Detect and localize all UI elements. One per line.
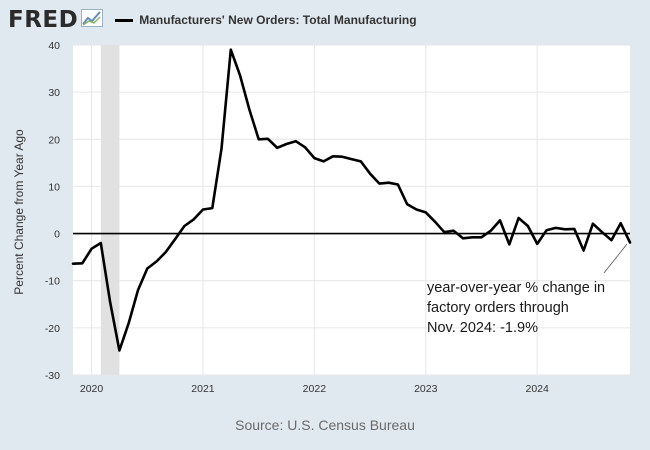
- annotation-text: year-over-year % change in factory order…: [427, 280, 609, 336]
- annotation-line-2: factory orders through: [427, 300, 569, 316]
- y-tick-label: 10: [48, 181, 60, 193]
- annotation-line-3: Nov. 2024: -1.9%: [427, 320, 538, 336]
- x-tick-label: 2021: [191, 383, 215, 395]
- annotation-pointer: [603, 243, 628, 274]
- chart-header: FRED Manufacturers' New Orders: Total Ma…: [8, 6, 417, 34]
- series-legend: Manufacturers' New Orders: Total Manufac…: [115, 13, 417, 27]
- legend-line-swatch: [115, 18, 134, 22]
- series-line: [71, 48, 632, 352]
- fred-logo-text: FRED: [8, 7, 79, 33]
- recession-shading: [100, 45, 120, 375]
- y-axis-title: Percent Change from Year Ago: [12, 129, 26, 295]
- annotation-line-1: year-over-year % change in: [427, 280, 605, 296]
- source-note: Source: U.S. Census Bureau: [235, 417, 415, 433]
- y-tick-label: -30: [45, 370, 60, 382]
- y-tick-label: -20: [45, 323, 60, 335]
- x-tick-label: 2023: [414, 383, 438, 395]
- x-tick-label: 2022: [303, 383, 327, 395]
- x-tick-label: 2024: [525, 383, 549, 395]
- x-tick-label: 2020: [80, 383, 104, 395]
- y-tick-label: -10: [45, 276, 60, 288]
- fred-logo[interactable]: FRED: [8, 7, 104, 33]
- gridlines: [73, 44, 630, 376]
- plot-area: [73, 45, 630, 375]
- series-layer: [71, 48, 632, 352]
- axis-labels: 40 30 20 10 0 -10 -20 -30 2020 2021 2022 2023 2024: [45, 40, 549, 395]
- fred-line-graph-icon: [81, 8, 104, 32]
- y-tick-label: 30: [48, 87, 60, 99]
- legend-series-label: Manufacturers' New Orders: Total Manufac…: [139, 13, 417, 27]
- recession-shade-band: [100, 45, 120, 375]
- y-tick-label: 0: [54, 229, 60, 241]
- y-tick-label: 20: [48, 134, 60, 146]
- y-tick-label: 40: [48, 40, 60, 52]
